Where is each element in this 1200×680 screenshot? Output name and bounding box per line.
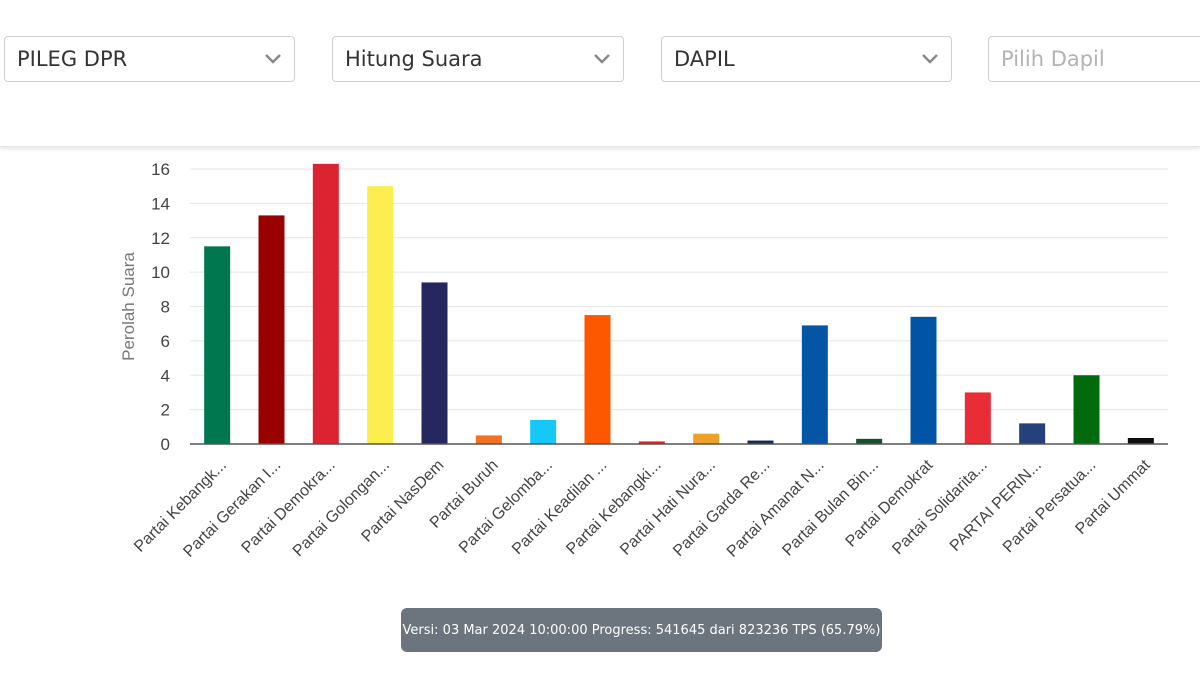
bar[interactable] bbox=[1127, 437, 1154, 444]
dapil-select[interactable]: Pilih Dapil bbox=[988, 36, 1200, 82]
bar[interactable] bbox=[367, 186, 394, 444]
bar[interactable] bbox=[801, 325, 828, 444]
vote-chart: 0 2 4 6 8 10 12 14 16 Perolah Suara Partai Kebangk… bbox=[0, 147, 1200, 675]
y-tick-label: 10 bbox=[151, 263, 170, 282]
x-tick-label: Partai Gerakan I... bbox=[180, 457, 284, 561]
y-tick-label: 2 bbox=[161, 401, 170, 420]
x-tick-label: Partai Bulan Bin... bbox=[779, 457, 882, 560]
x-tick-label: Partai Persatua... bbox=[1000, 457, 1099, 556]
x-tick-label: Partai Gelomba... bbox=[456, 457, 556, 557]
x-tick-label: Partai Golongan... bbox=[290, 457, 393, 560]
y-tick-label: 6 bbox=[161, 332, 170, 351]
bar[interactable] bbox=[584, 315, 611, 444]
dapil-placeholder: Pilih Dapil bbox=[1001, 47, 1105, 71]
bar[interactable] bbox=[530, 419, 557, 444]
chevron-down-icon bbox=[922, 54, 938, 64]
x-tick-label: Partai Demokra... bbox=[239, 457, 339, 557]
chevron-down-icon bbox=[265, 54, 281, 64]
y-axis-label: Perolah Suara bbox=[119, 252, 138, 361]
bar[interactable] bbox=[258, 215, 285, 444]
y-tick-label: 14 bbox=[151, 194, 170, 213]
bar[interactable] bbox=[475, 435, 502, 444]
x-tick-label: Partai Keadilan ... bbox=[509, 457, 610, 558]
x-tick-label: PARTAI PERIN... bbox=[947, 457, 1045, 555]
election-type-value: PILEG DPR bbox=[17, 47, 128, 71]
y-tick-label: 0 bbox=[161, 435, 170, 454]
region-level-value: DAPIL bbox=[674, 47, 735, 71]
x-tick-label: Partai Amanat N... bbox=[724, 457, 828, 561]
count-type-select[interactable]: Hitung Suara bbox=[332, 36, 624, 82]
bar[interactable] bbox=[1019, 423, 1046, 444]
bar[interactable] bbox=[312, 163, 339, 444]
version-progress-text: Versi: 03 Mar 2024 10:00:00 Progress: 54… bbox=[402, 622, 881, 638]
x-tick-label: Partai Garda Re... bbox=[670, 457, 773, 560]
filter-bar: PILEG DPR Hitung Suara DAPIL Pilih Dapil bbox=[0, 0, 1200, 147]
vote-bar-chart: 0 2 4 6 8 10 12 14 16 Perolah Suara Partai Kebangk… bbox=[119, 160, 1168, 561]
bar[interactable] bbox=[747, 440, 774, 444]
y-tick-label: 12 bbox=[151, 229, 170, 248]
bar[interactable] bbox=[204, 246, 231, 444]
region-level-select[interactable]: DAPIL bbox=[661, 36, 952, 82]
bar[interactable] bbox=[856, 438, 883, 444]
y-tick-label: 16 bbox=[151, 160, 170, 179]
x-tick-label: Partai Kebangki... bbox=[563, 457, 664, 558]
bar[interactable] bbox=[421, 282, 448, 444]
version-progress-status: Versi: 03 Mar 2024 10:00:00 Progress: 54… bbox=[401, 608, 882, 652]
bar[interactable] bbox=[964, 392, 991, 444]
x-tick-label: Partai Hati Nura... bbox=[617, 457, 719, 559]
election-type-select[interactable]: PILEG DPR bbox=[4, 36, 295, 82]
x-tick-label: Partai Kebangk... bbox=[131, 457, 230, 556]
y-tick-label: 4 bbox=[161, 366, 170, 385]
chevron-down-icon bbox=[594, 54, 610, 64]
bar[interactable] bbox=[910, 316, 937, 444]
x-tick-label: Partai Solidarita... bbox=[889, 457, 990, 558]
bar[interactable] bbox=[638, 441, 665, 444]
bar[interactable] bbox=[1073, 375, 1100, 444]
y-tick-label: 8 bbox=[161, 298, 170, 317]
bar[interactable] bbox=[693, 433, 720, 444]
count-type-value: Hitung Suara bbox=[345, 47, 483, 71]
